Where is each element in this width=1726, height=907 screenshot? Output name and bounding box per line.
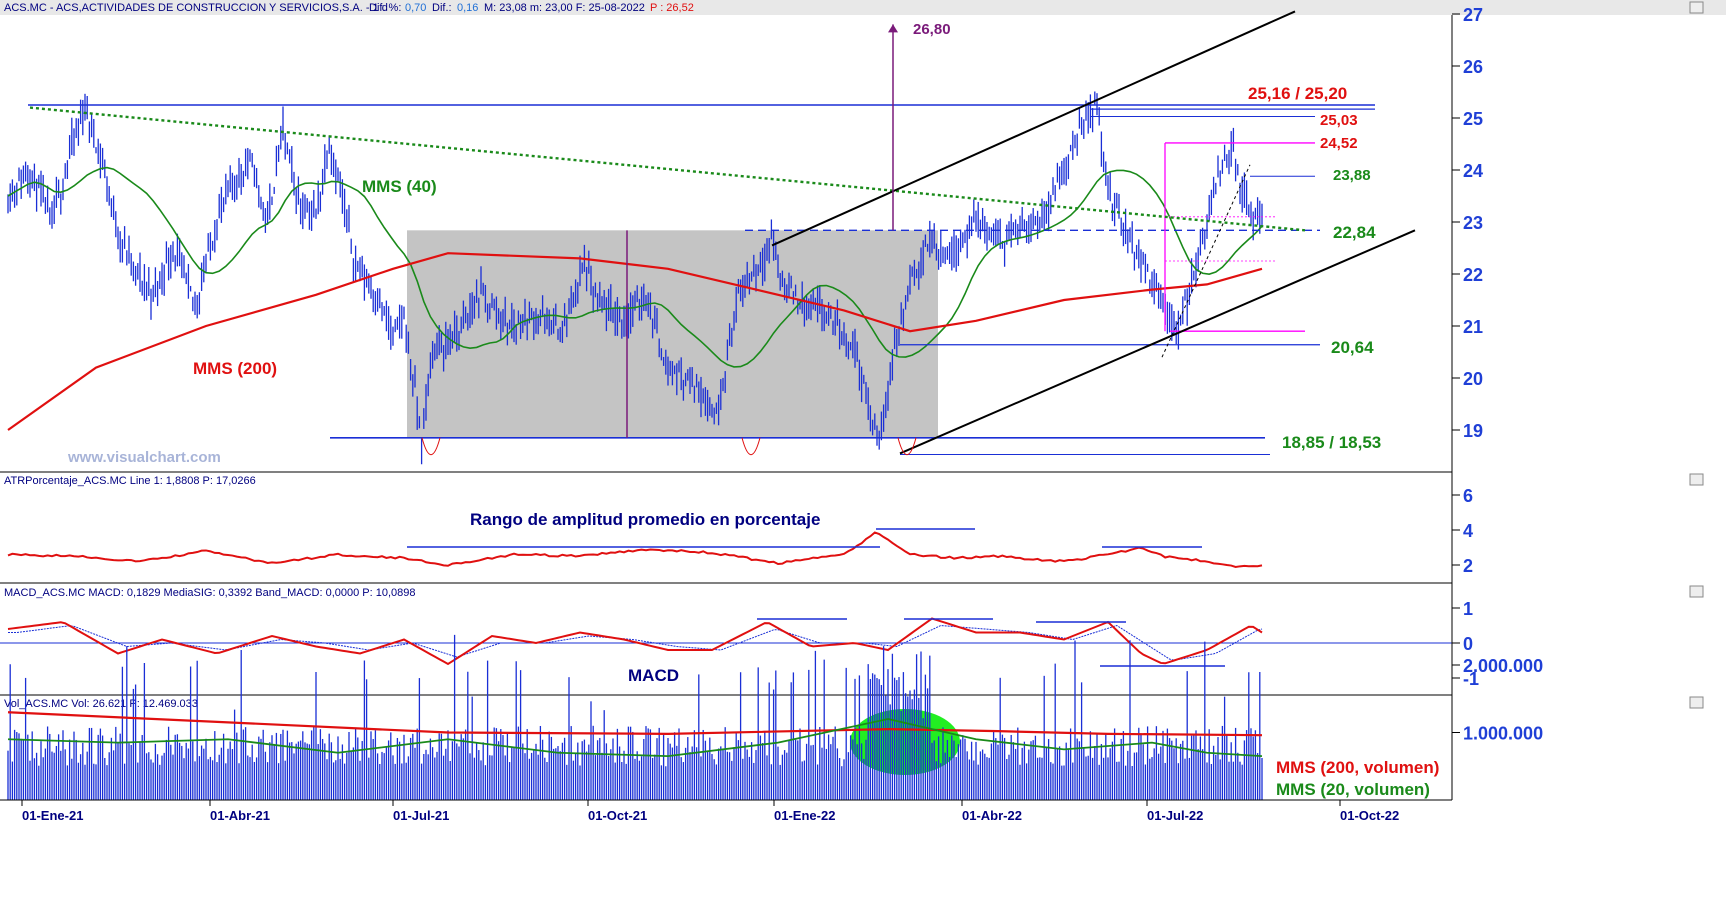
support-mark — [741, 437, 761, 456]
macd-line — [7, 617, 1263, 666]
price-bars — [7, 91, 1263, 465]
date-tick-label: 01-Jul-21 — [393, 808, 449, 823]
volume-bars — [7, 634, 1263, 800]
label-mms-200: MMS (200) — [193, 359, 277, 378]
atr-tick-label: 4 — [1463, 521, 1473, 541]
date-tick-label: 01-Oct-22 — [1340, 808, 1399, 823]
price-tick-label: 23 — [1463, 213, 1483, 233]
panel-button — [1689, 1, 1704, 14]
atr-tick-label: 6 — [1463, 486, 1473, 506]
vol-mms-200-line — [7, 711, 1263, 737]
date-tick-label: 01-Abr-22 — [962, 808, 1022, 823]
price-tick-label: 25 — [1463, 109, 1483, 129]
panel-button — [1689, 585, 1704, 598]
macd-panel: MACD_ACS.MC MACD: 0,1829 MediaSIG: 0,339… — [0, 587, 1452, 696]
label-24-52: 24,52 — [1320, 135, 1358, 152]
label-mms-40: MMS (40) — [362, 177, 437, 196]
date-tick-label: 01-Abr-21 — [210, 808, 270, 823]
support-mark — [897, 437, 917, 456]
header-dif-pct: 0,70 — [405, 2, 426, 14]
volume-tick-label: 2.000.000 — [1463, 656, 1543, 676]
legend-vol-200: MMS (200, volumen) — [1276, 758, 1439, 777]
atr-line — [7, 531, 1263, 569]
label-23-88: 23,88 — [1333, 167, 1371, 184]
macd-annotation: MACD — [628, 666, 679, 685]
range-box — [407, 230, 938, 438]
macd-tick-label: 0 — [1463, 634, 1473, 654]
atr-title-bg — [0, 473, 1452, 485]
label-25-03: 25,03 — [1320, 112, 1358, 129]
mms-200-line — [7, 252, 1263, 431]
support-mark — [421, 437, 441, 456]
header-dif-label: Dif.: — [432, 2, 452, 14]
arrow-26-80-head — [888, 24, 898, 33]
date-tick-label: 01-Ene-21 — [22, 808, 83, 823]
price-tick-label: 22 — [1463, 265, 1483, 285]
label-22-84: 22,84 — [1333, 223, 1376, 242]
volume-panel: Vol_ACS.MC Vol: 26.621 P: 12.469.033 MMS … — [4, 634, 1439, 800]
price-tick-label: 20 — [1463, 369, 1483, 389]
macd-title: MACD_ACS.MC MACD: 0,1829 MediaSIG: 0,339… — [4, 587, 416, 599]
price-tick-label: 21 — [1463, 317, 1483, 337]
channel-lower — [899, 229, 1416, 455]
price-panel: 26,80 25,16 / 25,20 25,03 24,52 23,88 22,84 20… — [0, 10, 1452, 473]
header-main: ACS.MC - ACS,ACTIVIDADES DE CONSTRUCCION… — [4, 2, 388, 14]
panel-button — [1689, 696, 1704, 709]
date-tick-label: 01-Ene-22 — [774, 808, 835, 823]
date-tick-label: 01-Jul-22 — [1147, 808, 1203, 823]
label-18-85-18-53: 18,85 / 18,53 — [1282, 433, 1381, 452]
atr-panel: ATRPorcentaje_ACS.MC Line 1: 1,8808 P: 1… — [0, 473, 1452, 584]
channel-upper — [771, 10, 1296, 247]
price-tick-label: 24 — [1463, 161, 1483, 181]
axis-layer: 27262524232221201964210-12.000.0001.000.… — [0, 1, 1704, 823]
price-tick-label: 27 — [1463, 5, 1483, 25]
header-dif: 0,16 — [457, 2, 478, 14]
panel-button — [1689, 473, 1704, 486]
short-trend-dotted — [1161, 164, 1251, 358]
watermark: www.visualchart.com — [67, 449, 221, 466]
volume-tick-label: 1.000.000 — [1463, 724, 1543, 744]
macd-tick-label: -1 — [1463, 669, 1479, 689]
price-tick-label: 26 — [1463, 57, 1483, 77]
label-25-16-25-20: 25,16 / 25,20 — [1248, 84, 1347, 103]
volume-title: Vol_ACS.MC Vol: 26.621 P: 12.469.033 — [4, 698, 198, 710]
macd-tick-label: 1 — [1463, 599, 1473, 619]
header-p: P : 26,52 — [650, 2, 694, 14]
vol-mms-20-line — [7, 718, 1263, 758]
atr-title: ATRPorcentaje_ACS.MC Line 1: 1,8808 P: 1… — [4, 475, 256, 487]
label-26-80: 26,80 — [913, 21, 951, 38]
label-20-64: 20,64 — [1331, 338, 1374, 357]
header-hlf: M: 23,08 m: 23,00 F: 25-08-2022 — [484, 2, 645, 14]
legend-vol-20: MMS (20, volumen) — [1276, 780, 1430, 799]
price-tick-label: 19 — [1463, 421, 1483, 441]
atr-annotation: Rango de amplitud promedio en porcentaje — [470, 510, 820, 529]
header-dif-pct-label: Dif. %: — [369, 2, 401, 14]
date-tick-label: 01-Oct-21 — [588, 808, 647, 823]
macd-signal-line — [8, 624, 1263, 661]
atr-tick-label: 2 — [1463, 556, 1473, 576]
mms-40-line — [7, 166, 1263, 368]
